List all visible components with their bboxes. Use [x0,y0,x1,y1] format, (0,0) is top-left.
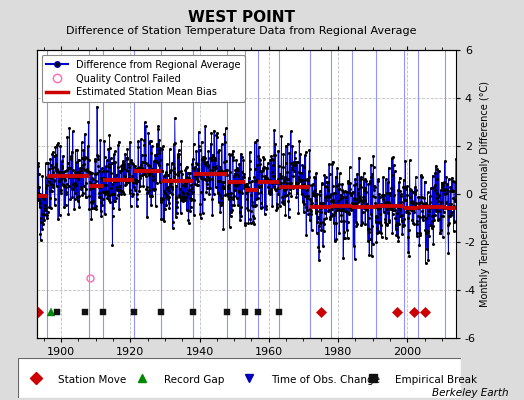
Text: Empirical Break: Empirical Break [395,375,477,385]
Text: Difference of Station Temperature Data from Regional Average: Difference of Station Temperature Data f… [66,26,416,36]
Text: Record Gap: Record Gap [165,375,225,385]
Text: Berkeley Earth: Berkeley Earth [432,388,508,398]
Y-axis label: Monthly Temperature Anomaly Difference (°C): Monthly Temperature Anomaly Difference (… [480,81,490,307]
Legend: Difference from Regional Average, Quality Control Failed, Estimated Station Mean: Difference from Regional Average, Qualit… [41,55,245,102]
Text: Station Move: Station Move [58,375,126,385]
Text: WEST POINT: WEST POINT [188,10,294,25]
Text: Time of Obs. Change: Time of Obs. Change [271,375,380,385]
